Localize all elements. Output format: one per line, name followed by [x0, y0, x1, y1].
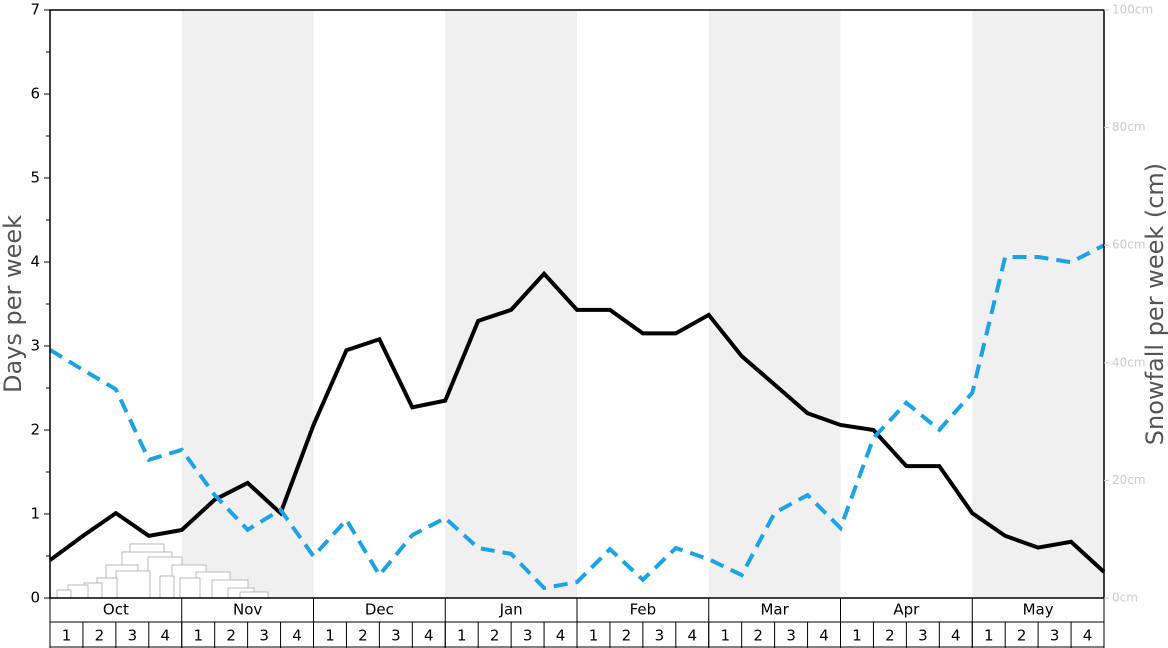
week-label: 4 — [424, 627, 434, 645]
week-label: 4 — [161, 627, 171, 645]
week-label: 1 — [62, 627, 72, 645]
week-label: 1 — [589, 627, 599, 645]
y2-axis-title: Snowfall per week (cm) — [1141, 163, 1168, 445]
week-label: 1 — [852, 627, 862, 645]
week-label: 4 — [1083, 627, 1093, 645]
y-tick-label: 5 — [30, 169, 40, 187]
week-label: 3 — [786, 627, 796, 645]
month-label: May — [1023, 601, 1054, 619]
week-label: 2 — [358, 627, 368, 645]
month-band — [445, 10, 577, 598]
y-axis-title: Days per week — [0, 215, 27, 393]
week-label: 2 — [622, 627, 632, 645]
series-line — [48, 270, 1106, 574]
week-label: 4 — [951, 627, 961, 645]
week-label: 2 — [95, 627, 105, 645]
background — [181, 10, 1104, 598]
week-label: 4 — [819, 627, 829, 645]
month-band — [181, 10, 314, 598]
week-label: 1 — [720, 627, 730, 645]
histogram-icon — [56, 543, 269, 599]
week-label: 4 — [556, 627, 566, 645]
y-tick-label: 4 — [30, 253, 40, 271]
week-label: 2 — [490, 627, 500, 645]
month-band — [708, 10, 841, 598]
week-label: 3 — [128, 627, 138, 645]
month-label: Oct — [103, 601, 129, 619]
plot — [48, 243, 1106, 591]
series-line — [48, 243, 1105, 591]
y2-tick-label: 80cm — [1112, 120, 1146, 134]
y2-tick-label: 20cm — [1112, 473, 1146, 487]
week-label: 1 — [193, 627, 203, 645]
y-tick-label: 7 — [30, 1, 40, 19]
week-label: 3 — [1050, 627, 1060, 645]
y-tick-label: 0 — [30, 589, 40, 607]
week-label: 4 — [292, 627, 302, 645]
week-label: 1 — [984, 627, 994, 645]
month-label: Apr — [893, 601, 920, 619]
week-label: 3 — [655, 627, 665, 645]
month-label: Jan — [499, 601, 523, 619]
week-label: 3 — [918, 627, 928, 645]
month-label: Nov — [233, 601, 262, 619]
week-label: 4 — [688, 627, 698, 645]
week-label: 2 — [753, 627, 763, 645]
y-tick-label: 1 — [30, 505, 40, 523]
week-label: 3 — [391, 627, 401, 645]
y-tick-label: 6 — [30, 85, 40, 103]
y2-tick-label: 100cm — [1112, 3, 1153, 17]
month-label: Dec — [365, 601, 394, 619]
week-label: 2 — [1017, 627, 1027, 645]
month-label: Feb — [630, 601, 657, 619]
y-tick-label: 3 — [30, 337, 40, 355]
week-label: 3 — [259, 627, 269, 645]
week-label: 2 — [226, 627, 236, 645]
week-label: 1 — [457, 627, 467, 645]
y2-tick-label: 0cm — [1112, 591, 1138, 605]
y2-tick-label: 60cm — [1112, 238, 1146, 252]
week-label: 1 — [325, 627, 335, 645]
week-label: 3 — [523, 627, 533, 645]
y2-tick-label: 40cm — [1112, 355, 1146, 369]
month-label: Mar — [760, 601, 789, 619]
y-tick-label: 2 — [30, 421, 40, 439]
week-label: 2 — [885, 627, 895, 645]
